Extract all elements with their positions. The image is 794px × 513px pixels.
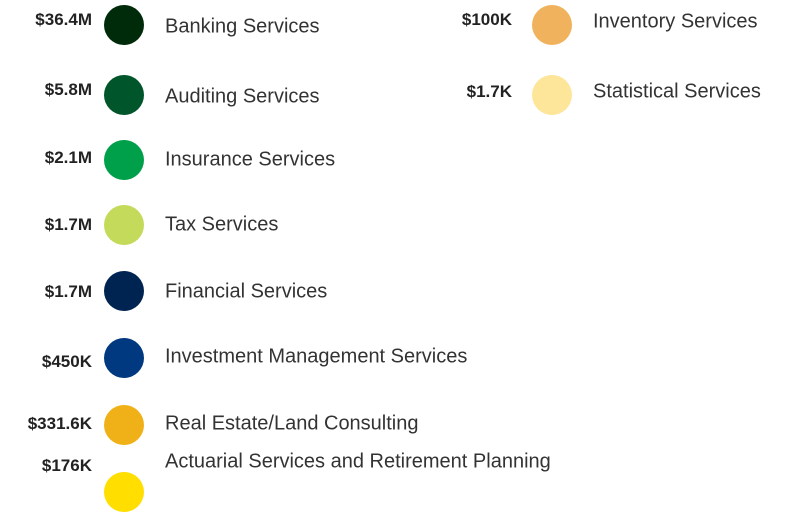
color-dot bbox=[104, 405, 144, 445]
item-value: $100K bbox=[461, 10, 512, 29]
color-dot bbox=[104, 472, 144, 512]
color-dot bbox=[532, 75, 572, 115]
color-dot bbox=[532, 5, 572, 45]
item-value: $1.7M bbox=[44, 282, 92, 301]
item-label: Actuarial Services and Retirement Planni… bbox=[165, 450, 551, 473]
item-label: Real Estate/Land Consulting bbox=[165, 412, 419, 435]
item-label: Investment Management Services bbox=[165, 345, 468, 368]
item-value: $450K bbox=[41, 352, 92, 371]
color-dot bbox=[104, 5, 144, 45]
item-label: Insurance Services bbox=[165, 148, 336, 171]
item-value: $5.8M bbox=[44, 80, 92, 99]
item-value: $331.6K bbox=[27, 414, 92, 433]
item-value: $1.7M bbox=[44, 215, 92, 234]
item-label: Banking Services bbox=[165, 15, 320, 38]
item-value: $36.4M bbox=[35, 10, 92, 29]
item-value: $2.1M bbox=[44, 148, 92, 167]
item-label: Statistical Services bbox=[593, 80, 761, 103]
color-dot bbox=[104, 75, 144, 115]
color-dot bbox=[104, 140, 144, 180]
item-value: $1.7K bbox=[466, 82, 512, 101]
color-dot bbox=[104, 205, 144, 245]
item-value: $176K bbox=[41, 456, 92, 475]
item-label: Financial Services bbox=[165, 280, 328, 303]
color-dot bbox=[104, 338, 144, 378]
color-dot bbox=[104, 271, 144, 311]
item-label: Inventory Services bbox=[593, 10, 758, 33]
item-label: Auditing Services bbox=[165, 85, 320, 108]
item-label: Tax Services bbox=[165, 213, 279, 236]
